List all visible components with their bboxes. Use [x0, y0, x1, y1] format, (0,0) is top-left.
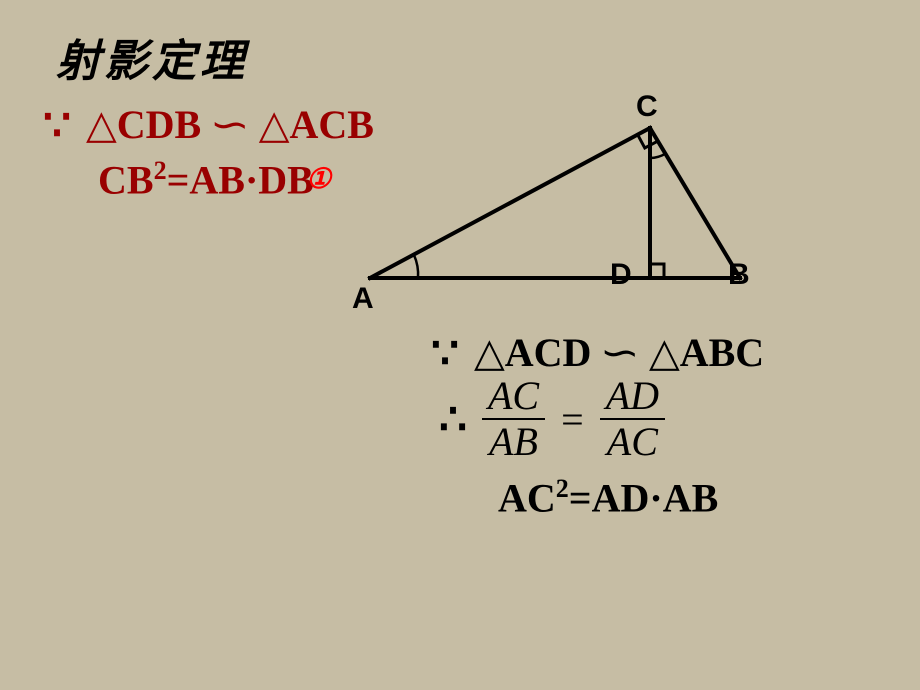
- numerator-ac: AC: [482, 374, 545, 418]
- edge-cb: [650, 128, 740, 278]
- because-symbol: ∵: [424, 328, 464, 379]
- right-angle-d: [650, 264, 664, 278]
- therefore-symbol: ∴: [432, 394, 472, 445]
- triangle-symbol: △: [86, 103, 117, 147]
- because-symbol: ∵: [36, 100, 76, 151]
- angle-a: [414, 255, 418, 278]
- angle-dcb: [650, 154, 665, 158]
- stmt-cb-squared: CB2=AB·DB: [98, 156, 314, 203]
- diagram-svg: [340, 88, 780, 308]
- triangle-abc: ABC: [680, 330, 764, 375]
- edge-ac: [370, 128, 650, 278]
- theorem-title: 射影定理: [56, 25, 248, 89]
- triangle-symbol: △: [649, 331, 680, 375]
- fraction-ad-over-ac: AD AC: [600, 374, 665, 464]
- exponent-2: 2: [154, 156, 167, 185]
- stmt-ac-squared: AC2=AD·AB: [498, 474, 718, 521]
- triangle-acd: ACD: [505, 330, 592, 375]
- triangle-cdb: CDB: [117, 102, 201, 147]
- label-d: D: [610, 258, 632, 292]
- numerator-ad: AD: [600, 374, 665, 418]
- denominator-ac: AC: [601, 420, 664, 464]
- eq-ad-ab: =AD·AB: [569, 475, 718, 520]
- exponent-2b: 2: [556, 474, 569, 503]
- stmt-proportion: ∴ AC AB = AD AC: [432, 374, 675, 464]
- triangle-symbol: △: [474, 331, 505, 375]
- stmt-cdb-sim-acb: ∵ △CDB ∽ △ACB: [36, 100, 374, 151]
- denominator-ab: AB: [483, 420, 544, 464]
- ac-text: AC: [498, 475, 556, 520]
- stmt-acd-sim-abc: ∵ △ACD ∽ △ABC: [424, 328, 764, 379]
- fraction-ac-over-ab: AC AB: [482, 374, 545, 464]
- cb-text: CB: [98, 157, 154, 202]
- triangle-symbol: △: [259, 103, 290, 147]
- similar-symbol: ∽: [600, 330, 640, 376]
- marker-one: ①: [306, 162, 331, 196]
- triangle-diagram: A B C D: [340, 88, 780, 308]
- label-b: B: [728, 258, 750, 292]
- label-a: A: [352, 282, 374, 316]
- equals-sign: =: [561, 396, 584, 443]
- similar-symbol: ∽: [210, 102, 250, 148]
- label-c: C: [636, 90, 658, 124]
- eq-ab-db: =AB·DB: [167, 157, 314, 202]
